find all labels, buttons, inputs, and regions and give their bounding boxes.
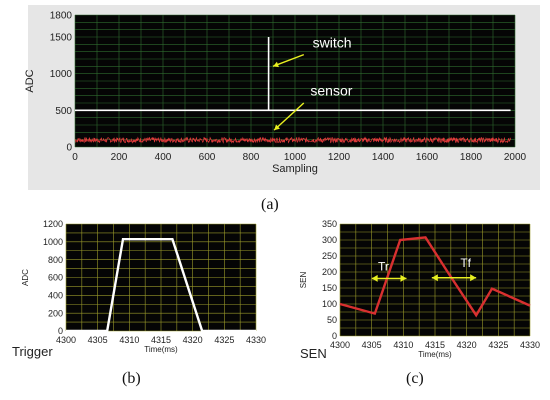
x-tick-label-a: 1800 [460, 152, 483, 163]
y-tick-label-c: 250 [322, 251, 337, 261]
x-tick-label-a: 1400 [372, 152, 395, 163]
y-tick-label-b: 1000 [43, 237, 63, 247]
x-tick-label-a: 400 [155, 152, 172, 163]
y-tick-label-c: 50 [327, 315, 337, 325]
arrow-tf-right-head [470, 274, 477, 282]
annotation-tf: Tf [460, 256, 471, 270]
x-tick-label-b: 4320 [183, 335, 203, 345]
series-sensor-line [74, 136, 511, 144]
y-axis-title-b: ADC [21, 269, 30, 286]
arrow-tr-right-head [400, 274, 407, 282]
x-tick-label-a: 200 [111, 152, 128, 163]
x-tick-label-a: 1200 [328, 152, 351, 163]
y-tick-label-b: 600 [48, 273, 63, 283]
x-tick-label-a: 1000 [284, 152, 307, 163]
series-switch-line [75, 37, 511, 112]
x-tick-label-a: 1600 [416, 152, 439, 163]
arrow-switch-head [273, 61, 279, 68]
x-tick-label-b: 4330 [246, 335, 266, 345]
y-axis-title-a: ADC [24, 69, 36, 92]
x-tick-label-a: 800 [243, 152, 260, 163]
x-tick-label-c: 4305 [362, 340, 382, 350]
y-tick-label-c: 200 [322, 267, 337, 277]
x-axis-title-c: Time(ms) [418, 350, 452, 359]
x-axis-title-b: Time(ms) [144, 345, 178, 354]
annotation-switch: switch [313, 34, 352, 50]
arrow-sensor-head [274, 124, 280, 131]
x-tick-label-b: 4315 [151, 335, 171, 345]
arrow-sensor [273, 102, 305, 131]
y-tick-label-c: 150 [322, 283, 337, 293]
x-tick-label-c: 4300 [330, 340, 350, 350]
x-tick-label-c: 4320 [457, 340, 477, 350]
arrow-tf-left-head [431, 274, 438, 282]
x-tick-label-b: 4305 [88, 335, 108, 345]
y-tick-label-c: 100 [322, 299, 337, 309]
inner-label-sen: SEN [300, 346, 327, 361]
y-tick-label-c: 300 [322, 235, 337, 245]
x-tick-label-c: 4330 [520, 340, 540, 350]
y-tick-label-c: 350 [322, 219, 337, 229]
inner-label-trigger: Trigger [12, 344, 53, 359]
x-tick-label-a: 0 [72, 152, 78, 163]
y-tick-label-a: 0 [66, 143, 72, 154]
x-tick-label-b: 4325 [214, 335, 234, 345]
x-tick-label-c: 4325 [488, 340, 508, 350]
annotation-sensor: sensor [310, 83, 352, 99]
x-tick-label-b: 4300 [56, 335, 76, 345]
arrow-switch [272, 53, 305, 67]
y-axis-title-c: SEN [299, 272, 308, 289]
x-tick-label-a: 600 [199, 152, 216, 163]
caption-a: (a) [261, 196, 279, 213]
y-tick-label-a: 500 [55, 106, 72, 117]
y-tick-label-b: 800 [48, 255, 63, 265]
x-tick-label-c: 4310 [393, 340, 413, 350]
y-tick-label-b: 0 [58, 326, 63, 336]
x-tick-label-c: 4315 [425, 340, 445, 350]
y-tick-label-a: 1500 [50, 33, 73, 44]
y-tick-label-b: 200 [48, 308, 63, 318]
y-tick-label-c: 0 [332, 331, 337, 341]
y-tick-label-b: 1200 [43, 219, 63, 229]
y-tick-label-a: 1000 [50, 69, 73, 80]
annotation-tr: Tr [378, 259, 389, 273]
x-axis-title-a: Sampling [272, 163, 318, 175]
x-tick-label-a: 2000 [504, 152, 527, 163]
y-tick-label-b: 400 [48, 290, 63, 300]
series-trigger-line [66, 237, 256, 333]
series-sen-line [339, 236, 531, 318]
caption-c: (c) [406, 370, 424, 387]
arrow-tr-left-head [371, 274, 378, 282]
x-tick-label-b: 4310 [119, 335, 139, 345]
y-tick-label-a: 1800 [50, 11, 73, 22]
caption-b: (b) [122, 370, 141, 387]
